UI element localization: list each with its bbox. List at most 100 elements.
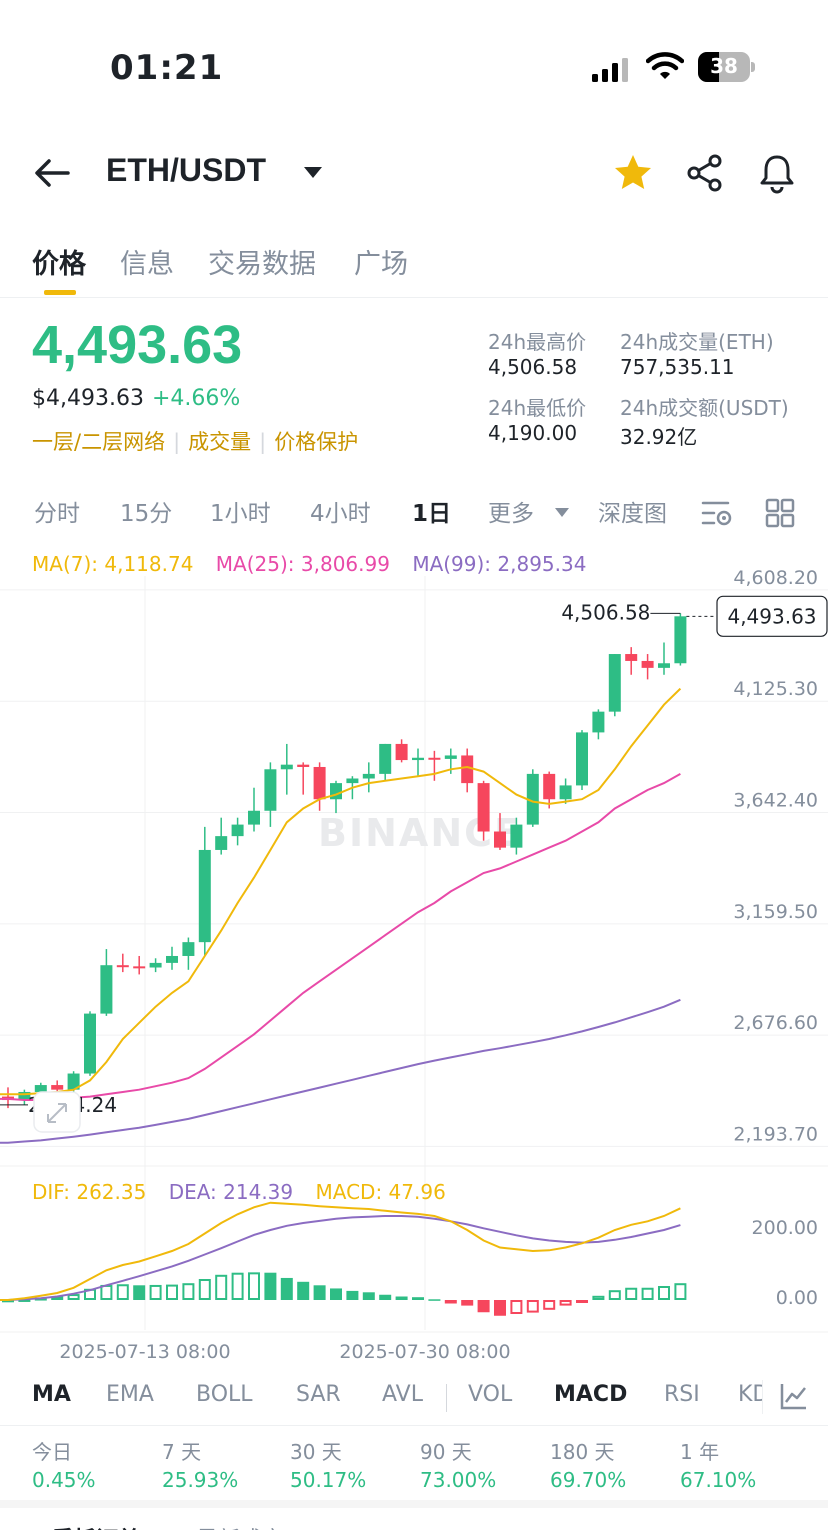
indicator-divider xyxy=(446,1384,447,1412)
y-axis-tick-label: 4,608.20 xyxy=(733,567,818,589)
ma7-legend: MA(7): 4,118.74 xyxy=(32,552,194,576)
ma99-line xyxy=(0,998,681,1144)
tab-latest-trades[interactable]: 最新成交 xyxy=(196,1522,284,1530)
grid-layout-icon[interactable] xyxy=(764,498,796,528)
indicator-divider xyxy=(762,1380,763,1414)
perf-label-7d: 7 天 xyxy=(162,1440,202,1464)
bell-icon[interactable] xyxy=(756,152,798,194)
interval-15m[interactable]: 15分 xyxy=(120,501,173,527)
indicator-vol[interactable]: VOL xyxy=(468,1382,513,1407)
macd-histogram-bar xyxy=(576,1300,588,1303)
back-arrow-icon[interactable] xyxy=(32,155,72,191)
indicator-kdj[interactable]: KD xyxy=(738,1382,762,1407)
candle-up xyxy=(67,1073,80,1090)
chevron-down-icon[interactable] xyxy=(554,506,570,518)
tab-trading-data[interactable]: 交易数据 xyxy=(208,249,316,280)
macd-y-tick-label: 0.00 xyxy=(776,1287,818,1309)
indicator-settings-icon[interactable] xyxy=(778,1380,810,1412)
watermark-text: BINANCE xyxy=(318,811,522,855)
high-label: 24h最高价 xyxy=(488,330,587,354)
interval-more[interactable]: 更多 xyxy=(488,501,534,527)
perf-label-180d: 180 天 xyxy=(550,1440,615,1464)
macd-histogram-bar xyxy=(100,1284,113,1301)
tab-price[interactable]: 价格 xyxy=(32,249,86,280)
x-axis-tick-label: 2025-07-30 08:00 xyxy=(339,1341,510,1363)
macd-histogram-bar xyxy=(592,1295,605,1300)
dea-legend: DEA: 214.39 xyxy=(168,1180,294,1204)
tag-price-protection[interactable]: 价格保护 xyxy=(274,430,359,454)
dif-line xyxy=(0,1201,681,1301)
macd-histogram-bar xyxy=(658,1286,670,1300)
macd-histogram-bar xyxy=(395,1296,408,1300)
macd-histogram-bar xyxy=(362,1292,375,1300)
macd-histogram-bar xyxy=(67,1294,80,1300)
macd-histogram-bar xyxy=(198,1279,211,1300)
perf-label-today: 今日 xyxy=(32,1440,72,1464)
perf-value-30d: 50.17% xyxy=(290,1468,367,1492)
indicator-boll[interactable]: BOLL xyxy=(196,1382,253,1407)
macd-histogram-bar xyxy=(428,1299,441,1301)
depth-chart-button[interactable]: 深度图 xyxy=(598,501,667,527)
macd-histogram-bar xyxy=(346,1290,359,1300)
indicator-rsi[interactable]: RSI xyxy=(664,1382,700,1407)
interval-time-share[interactable]: 分时 xyxy=(34,501,80,527)
high-price-label: 4,506.58 xyxy=(561,600,650,624)
volume-eth-label: 24h成交量(ETH) xyxy=(620,330,774,354)
candle-up xyxy=(149,962,162,968)
candle-up xyxy=(84,1013,96,1074)
macd-histogram-bar xyxy=(543,1300,556,1310)
interval-4h[interactable]: 4小时 xyxy=(310,501,371,527)
chart-settings-icon[interactable] xyxy=(700,498,734,528)
candle-down xyxy=(116,965,129,968)
dif-legend: DIF: 262.35 xyxy=(32,1180,147,1204)
high-value: 4,506.58 xyxy=(488,355,578,379)
macd-histogram-bar xyxy=(444,1300,457,1304)
perf-label-1y: 1 年 xyxy=(680,1440,720,1464)
macd-histogram-bar xyxy=(477,1300,490,1313)
chevron-down-icon[interactable] xyxy=(302,164,324,180)
candle-up xyxy=(592,711,605,733)
candle-up xyxy=(330,783,342,800)
tab-square[interactable]: 广场 xyxy=(354,249,408,280)
candle-down xyxy=(297,764,310,767)
tab-info[interactable]: 信息 xyxy=(120,249,174,280)
candlestick-chart[interactable]: 4,608.20 4,125.30 3,642.40 3,159.50 2,676.60… xyxy=(0,540,828,1370)
candle-up xyxy=(34,1085,47,1092)
tag-volume[interactable]: 成交量 xyxy=(188,430,252,454)
candle-up xyxy=(182,942,195,956)
candle-up xyxy=(526,773,539,825)
interval-1h[interactable]: 1小时 xyxy=(210,501,271,527)
price-change: +4.66% xyxy=(152,386,241,411)
volume-eth-value: 757,535.11 xyxy=(620,355,735,379)
candle-down xyxy=(313,766,326,800)
interval-1d[interactable]: 1日 xyxy=(412,501,452,527)
pair-title[interactable]: ETH/USDT xyxy=(106,152,266,188)
volume-usdt-value: 32.92亿 xyxy=(620,425,698,449)
tag-list: 一层/二层网络 | 成交量 | 价格保护 xyxy=(32,426,358,456)
performance-row: 今日 0.45% 7 天 25.93% 30 天 50.17% 90 天 73.… xyxy=(0,1436,828,1500)
macd-histogram-bar xyxy=(625,1287,638,1300)
macd-histogram-bar xyxy=(641,1287,654,1300)
indicator-macd[interactable]: MACD xyxy=(554,1382,628,1407)
candle-down xyxy=(461,755,474,784)
indicator-sar[interactable]: SAR xyxy=(296,1382,341,1407)
indicator-ema[interactable]: EMA xyxy=(106,1382,154,1407)
volume-usdt-label: 24h成交额(USDT) xyxy=(620,396,789,420)
tag-network[interactable]: 一层/二层网络 xyxy=(32,430,166,454)
candle-up xyxy=(674,616,687,664)
x-axis-tick-label: 2025-07-13 08:00 xyxy=(59,1341,230,1363)
indicator-avl[interactable]: AVL xyxy=(382,1382,423,1407)
perf-label-30d: 30 天 xyxy=(290,1440,342,1464)
favorite-star-icon[interactable] xyxy=(612,152,654,194)
macd-histogram-bar xyxy=(559,1300,572,1306)
order-tabs: 委托订单 最新成交 xyxy=(0,1500,828,1530)
candle-up xyxy=(198,849,211,943)
tag-divider: | xyxy=(173,430,181,454)
share-icon[interactable] xyxy=(684,152,726,194)
tab-open-orders[interactable]: 委托订单 xyxy=(52,1522,140,1530)
candle-up xyxy=(576,732,588,786)
macd-histogram-bar xyxy=(510,1300,523,1314)
indicator-ma[interactable]: MA xyxy=(32,1382,71,1407)
candle-up xyxy=(231,824,244,837)
candle-down xyxy=(477,783,490,832)
